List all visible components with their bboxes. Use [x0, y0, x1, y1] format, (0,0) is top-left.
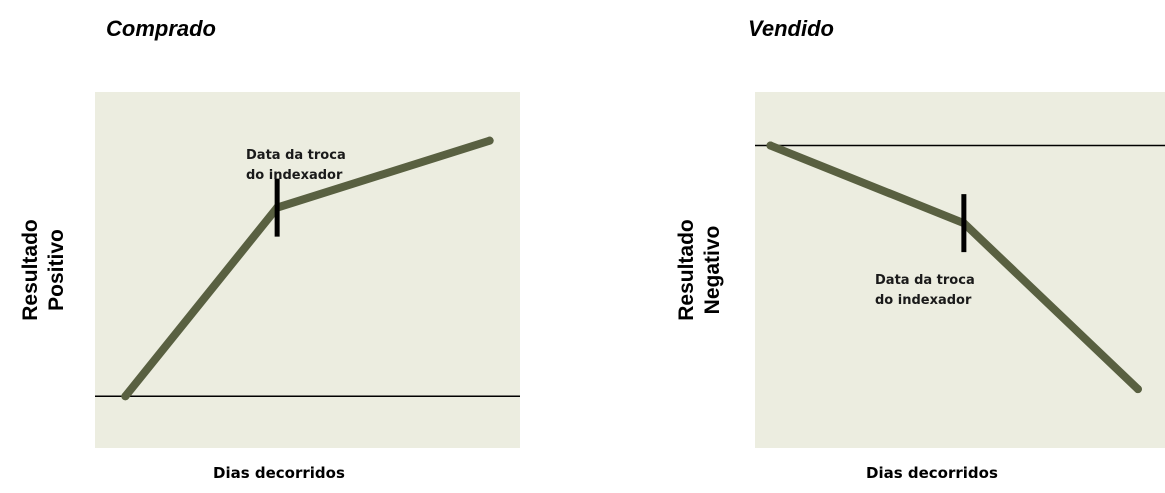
- chart-title: Comprado: [106, 16, 216, 41]
- plot-svg: [95, 136, 520, 401]
- annotation: Data da troca do indexador: [875, 271, 975, 311]
- data-point: [766, 141, 775, 150]
- series-line: [766, 141, 1142, 394]
- x-axis-label: Dias decorridos: [866, 464, 998, 482]
- data-point: [485, 136, 494, 145]
- data-point: [1133, 385, 1142, 394]
- chart-comprado: Comprado Resultado Positivo Data da troc…: [0, 0, 540, 493]
- annotation-line-2: do indexador: [875, 293, 972, 308]
- annotation: Data da troca do indexador: [246, 146, 346, 186]
- chart-title: Vendido: [748, 16, 834, 41]
- plot-area: [755, 92, 1165, 448]
- data-point: [121, 392, 130, 401]
- annotation-line-1: Data da troca: [875, 273, 975, 288]
- plot-svg: [755, 141, 1165, 394]
- x-axis-label: Dias decorridos: [213, 464, 345, 482]
- annotation-line-1: Data da troca: [246, 148, 346, 163]
- chart-vendido: Vendido Resultado Negativo Data da troca…: [660, 0, 1165, 493]
- annotation-line-2: do indexador: [246, 168, 343, 183]
